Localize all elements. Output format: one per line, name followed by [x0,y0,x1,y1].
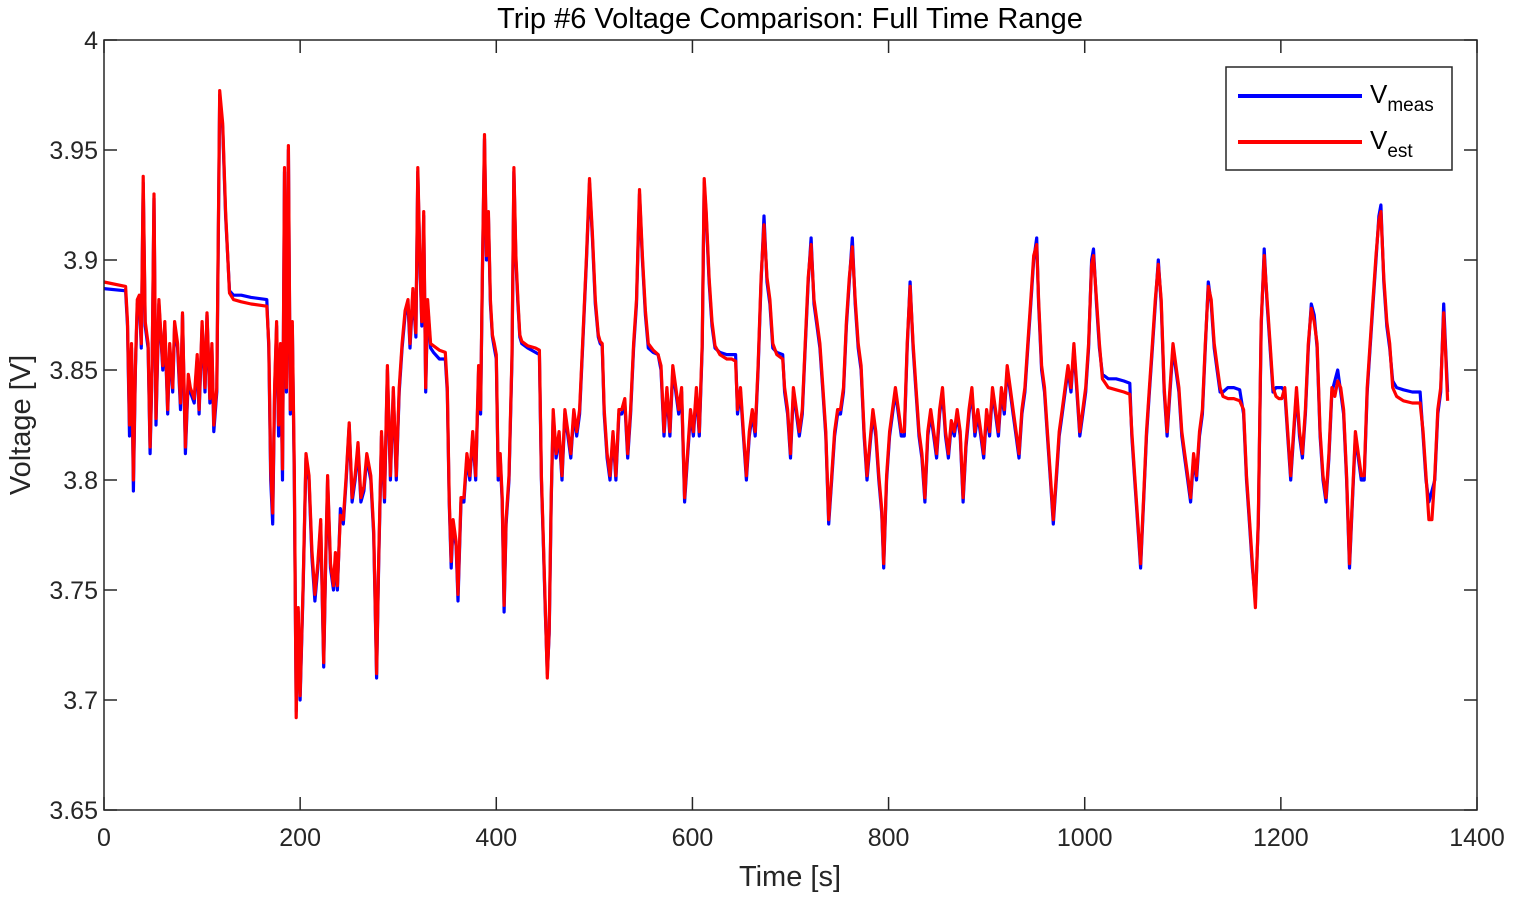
series-line-est [103,89,1450,720]
legend-box [1225,66,1453,171]
y-tick-label: 3.85 [49,357,98,385]
y-tick-label: 3.65 [49,797,98,825]
ticks-layer: 0 200 400 600 800 1000 1200 1400 3.65 3.7 3.75 3.8 3… [49,27,1504,852]
y-tick-label: 3.7 [63,687,98,715]
legend-label-vest: Vest [1370,125,1413,162]
y-tick-label: 4 [84,27,98,55]
legend-label-vest-main: V [1370,125,1388,155]
x-tick-label: 1000 [1057,824,1113,852]
x-tick-label: 400 [475,824,517,852]
legend-label-vmeas-main: V [1370,79,1388,109]
legend-label-vmeas-sub: meas [1387,95,1433,116]
y-tick-label: 3.95 [49,137,98,165]
x-tick-label: 600 [672,824,714,852]
legend: Vmeas Vest [1225,66,1453,171]
x-tick-label: 0 [97,824,111,852]
series-layer [103,89,1450,720]
y-axis-label: Voltage [V] [5,355,37,495]
x-tick-label: 200 [279,824,321,852]
x-tick-label: 1200 [1253,824,1309,852]
x-axis-label: Time [s] [739,861,841,893]
chart-title: Trip #6 Voltage Comparison: Full Time Ra… [497,3,1083,35]
plot-frame [103,39,1478,811]
y-tick-label: 3.9 [63,247,98,275]
legend-label-vmeas: Vmeas [1370,79,1434,116]
x-tick-label: 800 [868,824,910,852]
x-tick-label: 1400 [1449,824,1505,852]
y-tick-label: 3.8 [63,467,98,495]
y-tick-label: 3.75 [49,577,98,605]
legend-label-vest-sub: est [1387,141,1413,162]
